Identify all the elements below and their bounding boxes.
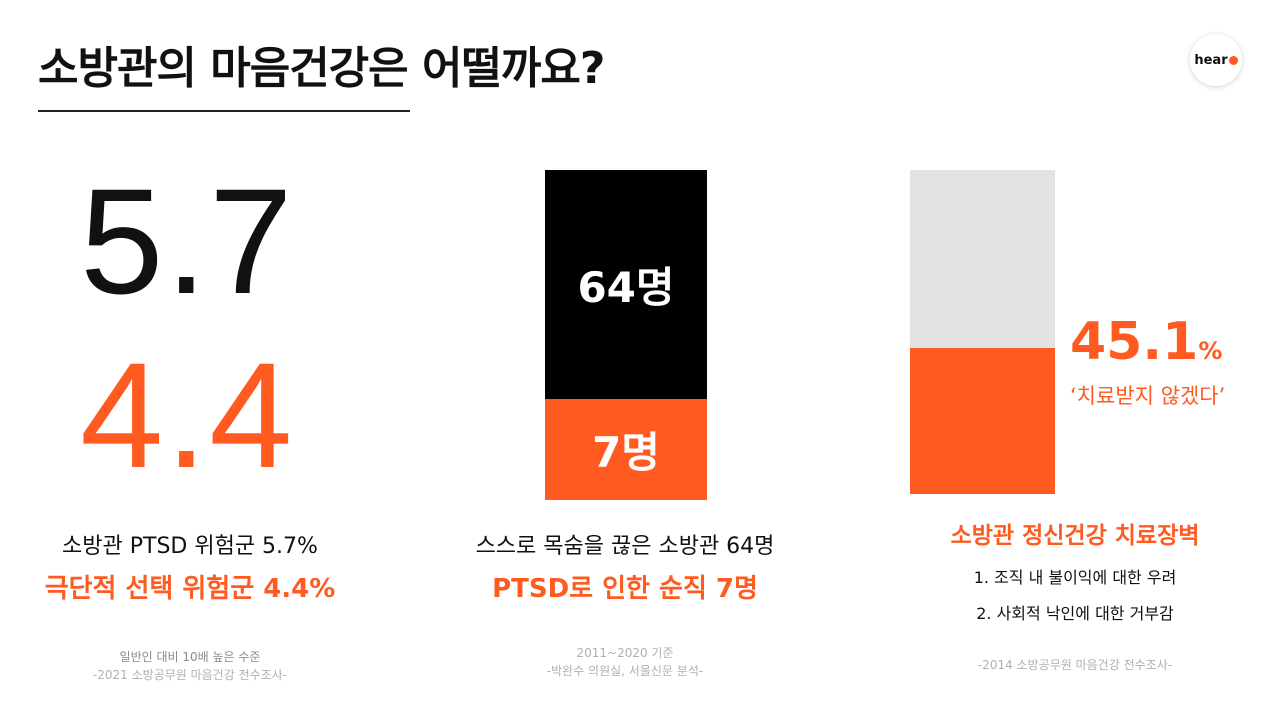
- progress-bar-refuse-treatment: [910, 170, 1055, 494]
- brand-logo-dot-icon: [1228, 55, 1238, 65]
- stat-percent: 45.1%: [1070, 312, 1222, 372]
- brand-logo: hear: [1190, 34, 1242, 86]
- title-divider: [38, 110, 410, 112]
- progress-bar-fill: [910, 348, 1055, 494]
- col2-line2: PTSD로 인한 순직 7명: [492, 574, 758, 604]
- bar-segment-suicides: 64명: [545, 170, 707, 399]
- stacked-bar-firefighter-deaths: 64명 7명: [545, 170, 707, 500]
- col2-line1: 스스로 목숨을 끊은 소방관 64명: [475, 534, 775, 559]
- brand-logo-text: hear: [1194, 52, 1228, 68]
- col1-line2: 극단적 선택 위험군 4.4%: [44, 574, 336, 604]
- list-item: 1. 조직 내 불이익에 대한 우려: [973, 568, 1177, 587]
- list-item: 2. 사회적 낙인에 대한 거부감: [976, 604, 1174, 623]
- col1-line1: 소방관 PTSD 위험군 5.7%: [62, 534, 318, 559]
- bar-label-ptsd-deaths: 7명: [592, 428, 660, 477]
- col3-heading: 소방관 정신건강 치료장벽: [950, 523, 1200, 549]
- stat-percent-value: 45.1: [1070, 312, 1199, 372]
- stat-big-suicide-risk: 4.4: [80, 331, 295, 499]
- col1-note1: 일반인 대비 10배 높은 수준: [119, 650, 261, 664]
- page-title: 소방관의 마음건강은 어떨까요?: [38, 43, 605, 94]
- stat-percent-unit: %: [1198, 337, 1223, 365]
- bar-segment-ptsd-deaths: 7명: [545, 399, 707, 500]
- col1-source: -2021 소방공무원 마음건강 전수조사-: [92, 668, 288, 682]
- col2-note1: 2011~2020 기준: [576, 646, 674, 660]
- col2-source: -박완수 의원실, 서울신문 분석-: [546, 664, 704, 678]
- stat-quote: ‘치료받지 않겠다’: [1070, 384, 1226, 408]
- stat-big-ptsd: 5.7: [80, 157, 295, 325]
- bar-label-suicides: 64명: [577, 263, 675, 312]
- col3-source: -2014 소방공무원 마음건강 전수조사-: [977, 658, 1173, 672]
